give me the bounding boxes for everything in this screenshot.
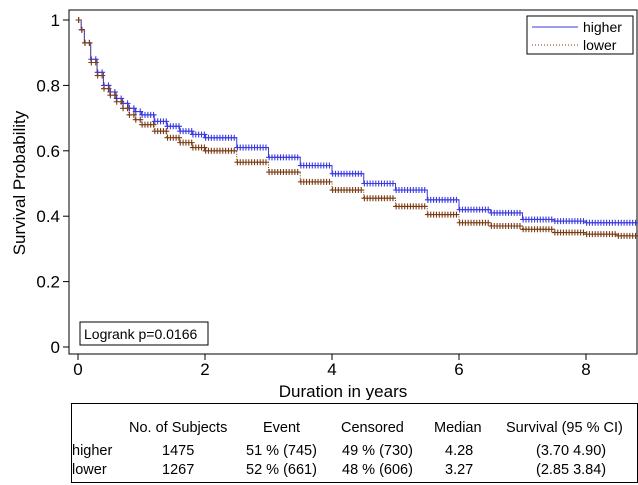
row-lower-censored: 48 % (606) <box>342 462 413 478</box>
row-lower-ci: (2.85 3.84) <box>536 462 607 478</box>
x-axis: 0 2 4 6 8 <box>73 354 591 379</box>
row-lower-group: lower <box>72 462 107 478</box>
x-tick-label-4: 8 <box>581 360 590 379</box>
header-survival-ci: Survival (95 % CI) <box>506 420 623 436</box>
y-axis-label: Survival Probability <box>10 110 29 255</box>
row-higher-event: 51 % (745) <box>246 443 317 459</box>
header-censored: Censored <box>341 420 404 436</box>
header-event: Event <box>263 420 301 436</box>
legend: higher lower <box>526 15 634 55</box>
y-tick-label-3: 0.6 <box>36 142 60 161</box>
row-higher-median: 4.28 <box>445 443 474 459</box>
y-tick-label-1: 0.2 <box>36 273 60 292</box>
legend-label-higher: higher <box>583 19 622 35</box>
censor-marks-path-lower <box>75 17 638 239</box>
row-higher-group: higher <box>72 443 113 459</box>
legend-label-lower: lower <box>583 37 617 53</box>
logrank-box <box>79 321 209 346</box>
survival-curves <box>75 17 638 239</box>
x-tick-label-3: 6 <box>454 360 463 379</box>
header-subjects: No. of Subjects <box>129 420 228 436</box>
row-higher-subjects: 1475 <box>162 443 195 459</box>
x-tick-label-1: 2 <box>200 360 209 379</box>
x-axis-label: Duration in years <box>279 382 408 400</box>
legend-box <box>526 15 634 55</box>
y-tick-label-2: 0.4 <box>36 207 60 226</box>
y-tick-label-5: 1 <box>51 11 60 30</box>
logrank-annotation: Logrank p=0.0166 <box>79 321 209 346</box>
row-higher-ci: (3.70 4.90) <box>536 443 607 459</box>
x-tick-label-0: 0 <box>73 360 82 379</box>
logrank-text: Logrank p=0.0166 <box>84 326 197 342</box>
y-tick-label-4: 0.8 <box>36 76 60 95</box>
y-axis: 0 0.2 0.4 0.6 0.8 1 <box>36 11 69 357</box>
y-tick-label-0: 0 <box>51 338 60 357</box>
summary-table: No. of Subjects Event Censored Median Su… <box>71 403 638 483</box>
censor-marks-lower <box>75 17 638 239</box>
row-lower-subjects: 1267 <box>162 462 195 478</box>
x-tick-label-2: 4 <box>327 360 336 379</box>
row-lower-event: 52 % (661) <box>246 462 317 478</box>
header-median: Median <box>434 420 482 436</box>
survival-chart: 0 2 4 6 8 0 0.2 0.4 0.6 0.8 1 Duration in years S… <box>10 9 638 400</box>
row-lower-median: 3.27 <box>445 462 474 478</box>
plot-frame <box>68 9 638 355</box>
row-higher-censored: 49 % (730) <box>342 443 413 459</box>
